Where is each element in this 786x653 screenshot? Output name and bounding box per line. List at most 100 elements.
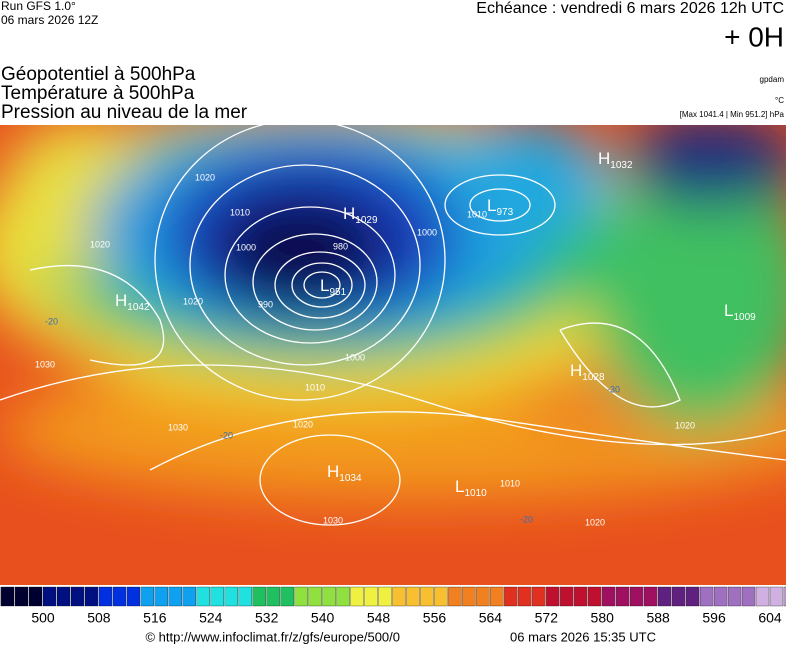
colorbar-swatch — [616, 587, 629, 606]
isobar-label: 1020 — [90, 239, 110, 249]
extremes: [Max 1041.4 | Min 951.2] hPa — [680, 110, 785, 119]
temperature-label: -20 — [45, 316, 58, 326]
temperature-label: -20 — [520, 514, 533, 524]
center-symbol: L — [487, 196, 496, 215]
colorbar-swatch — [434, 587, 447, 606]
colorbar-swatch — [407, 587, 420, 606]
unit: °C — [775, 96, 784, 105]
colorbar-swatch — [658, 587, 671, 606]
colorbar-swatch — [448, 587, 461, 606]
colorbar-swatch — [686, 587, 699, 606]
colorbar-swatch — [309, 587, 322, 606]
colorbar-swatch — [183, 587, 196, 606]
colorbar-swatch — [57, 587, 70, 606]
colorbar-swatch — [351, 587, 364, 606]
isobar-label: 1030 — [168, 422, 188, 432]
source: gpdam — [760, 75, 785, 84]
colorbar-label: 556 — [423, 610, 447, 626]
isobar-label: 1020 — [195, 172, 215, 182]
colorbar-swatch — [85, 587, 98, 606]
isobar-label: 1010 — [230, 207, 250, 217]
center-symbol: H — [598, 149, 610, 168]
colorbar-swatch — [281, 587, 294, 606]
colorbar-label: 508 — [87, 610, 111, 626]
colorbar-swatch — [197, 587, 210, 606]
isobar-label: 1010 — [305, 382, 325, 392]
isobar-label: 1000 — [345, 352, 365, 362]
center-symbol: H — [570, 361, 582, 380]
colorbar-swatch — [127, 587, 140, 606]
colorbar-label: 588 — [646, 610, 670, 626]
colorbar-swatch — [644, 587, 657, 606]
title-line: Température à 500hPa — [1, 83, 195, 104]
temperature-label: -20 — [220, 430, 233, 440]
colorbar-swatch — [155, 587, 168, 606]
colorbar-swatch — [602, 587, 615, 606]
isobar-label: 1000 — [236, 242, 256, 252]
colorbar-swatch — [15, 587, 28, 606]
center-value: 1032 — [610, 160, 633, 171]
colorbar-label: 564 — [479, 610, 503, 626]
isobar-label: 1030 — [35, 359, 55, 369]
isobar-label: 1020 — [585, 517, 605, 527]
isobar-label: 1000 — [417, 227, 437, 237]
colorbar-label: 516 — [143, 610, 167, 626]
colorbar-swatch — [211, 587, 224, 606]
offset: + 0H — [724, 21, 784, 52]
colorbar-swatch — [672, 587, 685, 606]
colorbar-swatch — [518, 587, 531, 606]
colorbar-label: 500 — [31, 610, 55, 626]
footer-timestamp: 06 mars 2026 15:35 UTC — [510, 629, 656, 644]
colorbar-label: 532 — [255, 610, 279, 626]
colorbar-swatch — [504, 587, 517, 606]
isobar-label: 990 — [258, 299, 273, 309]
colorbar-swatch — [700, 587, 713, 606]
isobar-label: 1010 — [500, 478, 520, 488]
colorbar-swatch — [113, 587, 126, 606]
colorbar-swatch — [742, 587, 755, 606]
temperature-label: -30 — [607, 384, 620, 394]
center-symbol: L — [320, 276, 329, 295]
colorbar-swatch — [462, 587, 475, 606]
center-value: 1009 — [733, 312, 756, 323]
colorbar-swatch — [393, 587, 406, 606]
colorbar-swatch — [323, 587, 336, 606]
colorbar-label: 572 — [535, 610, 559, 626]
colorbar-swatch — [1, 587, 14, 606]
center-value: 1042 — [127, 302, 150, 313]
colorbar-swatch — [337, 587, 350, 606]
isobar-label: 1030 — [323, 515, 343, 525]
center-value: 1010 — [464, 488, 487, 499]
center-symbol: H — [327, 462, 339, 481]
title-line: Pression au niveau de la mer — [1, 102, 248, 123]
colorbar-swatch — [239, 587, 252, 606]
colorbar-swatch — [99, 587, 112, 606]
colorbar-swatch — [714, 587, 727, 606]
colorbar-label: 604 — [758, 610, 782, 626]
colorbar-swatch — [169, 587, 182, 606]
colorbar-label: 580 — [591, 610, 615, 626]
colorbar-label: 596 — [702, 610, 726, 626]
colorbar-swatch — [71, 587, 84, 606]
isobar-label: 1020 — [293, 419, 313, 429]
isobar-label: 980 — [333, 241, 348, 251]
center-symbol: H — [343, 204, 355, 223]
colorbar-swatch — [756, 587, 769, 606]
colorbar-swatch — [490, 587, 503, 606]
center-symbol: L — [724, 301, 733, 320]
colorbar-swatch — [253, 587, 266, 606]
colorbar-swatch — [588, 587, 601, 606]
colorbar-swatch — [43, 587, 56, 606]
center-value: 1029 — [355, 215, 378, 226]
isobar-label: 1020 — [183, 296, 203, 306]
center-value: 1028 — [582, 372, 605, 383]
colorbar-swatch — [379, 587, 392, 606]
colorbar-swatch — [365, 587, 378, 606]
colorbar-label: 548 — [367, 610, 391, 626]
colorbar-swatch — [29, 587, 42, 606]
run-date: 06 mars 2026 12Z — [1, 13, 98, 27]
run-label: Run GFS 1.0° — [1, 0, 76, 13]
title-line: Géopotentiel à 500hPa — [1, 64, 196, 85]
